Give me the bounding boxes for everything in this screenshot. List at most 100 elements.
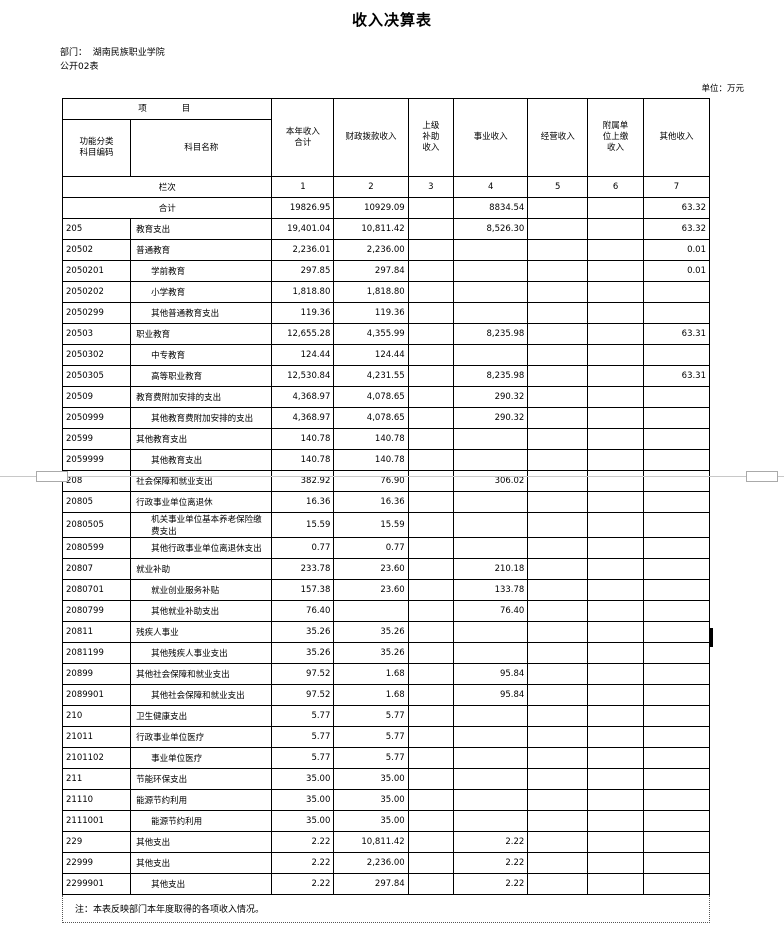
row-subject-name: 教育费附加安排的支出 [130,386,273,408]
department-line: 部门： 湖南民族职业学院 [60,46,784,60]
row-value-1: 124.44 [271,344,335,366]
row-value-3 [407,726,455,748]
row-value-6 [587,621,644,643]
row-value-4: 2.22 [453,831,529,853]
table-row: 20503 职业教育 12,655.28 4,355.99 8,235.98 63.31 [61,323,711,345]
row-value-1: 35.00 [271,768,335,790]
row-value-4: 2.22 [453,852,529,874]
row-value-6 [587,302,644,324]
total-value-1: 19826.95 [271,197,335,219]
table-row: 21110 能源节约利用 35.00 35.00 [61,789,711,811]
row-value-1: 4,368.97 [271,386,335,408]
row-value-7 [642,449,711,471]
row-value-1: 157.38 [271,579,335,601]
row-value-7 [642,747,711,769]
row-value-5 [527,621,589,643]
row-value-7: 63.32 [642,218,711,240]
row-value-4 [453,621,529,643]
row-value-6 [587,407,644,429]
row-value-7 [642,768,711,790]
row-value-7 [642,684,711,706]
row-value-5 [527,491,589,513]
table-footnote: 注：本表反映部门本年度取得的各项收入情况。 [62,895,710,923]
table-row: 2080505 机关事业单位基本养老保险缴费支出 15.59 15.59 [61,512,711,538]
row-value-3 [407,281,455,303]
row-value-7 [642,873,711,895]
row-code: 2081199 [61,642,132,664]
row-value-7 [642,831,711,853]
table-row: 2111001 能源节约利用 35.00 35.00 [61,810,711,832]
column-index-4: 4 [453,176,529,198]
row-subject-name: 其他行政事业单位离退休支出 [130,537,273,559]
row-code: 20899 [61,663,132,685]
row-value-2: 124.44 [333,344,409,366]
header-col-3: 上级 补助 收入 [407,98,455,177]
row-value-1: 382.92 [271,470,335,492]
row-value-4: 95.84 [453,684,529,706]
row-value-1: 119.36 [271,302,335,324]
row-value-5 [527,705,589,727]
row-code: 20807 [61,558,132,580]
row-value-5 [527,873,589,895]
row-value-7 [642,579,711,601]
row-value-7 [642,810,711,832]
table-row: 229 其他支出 2.22 10,811.42 2.22 [61,831,711,853]
row-subject-name: 其他支出 [130,831,273,853]
row-value-3 [407,810,455,832]
form-number: 公开02表 [60,62,99,72]
page-edge-tick-mark [709,628,713,647]
row-subject-name: 其他残疾人事业支出 [130,642,273,664]
row-code: 2050299 [61,302,132,324]
total-row: 合计 19826.95 10929.09 8834.54 63.32 [61,197,711,219]
row-value-1: 12,530.84 [271,365,335,387]
row-value-1: 140.78 [271,449,335,471]
row-value-1: 16.36 [271,491,335,513]
page-break-marker-right [746,471,778,482]
row-value-4 [453,281,529,303]
row-subject-name: 节能环保支出 [130,768,273,790]
row-code: 22999 [61,852,132,874]
row-value-2: 35.26 [333,621,409,643]
row-value-2: 35.00 [333,810,409,832]
row-value-7 [642,428,711,450]
row-value-1: 5.77 [271,747,335,769]
row-value-7 [642,344,711,366]
total-value-4: 8834.54 [453,197,529,219]
row-value-6 [587,705,644,727]
row-value-2: 5.77 [333,747,409,769]
row-value-5 [527,663,589,685]
row-code: 21011 [61,726,132,748]
header-col-5: 经营收入 [527,98,589,177]
row-value-6 [587,579,644,601]
table-row: 2080799 其他就业补助支出 76.40 76.40 [61,600,711,622]
table-row: 20811 残疾人事业 35.26 35.26 [61,621,711,643]
row-value-4 [453,747,529,769]
row-value-7: 63.31 [642,323,711,345]
row-code: 20811 [61,621,132,643]
row-value-3 [407,831,455,853]
row-value-5 [527,407,589,429]
row-value-6 [587,789,644,811]
row-value-2: 297.84 [333,260,409,282]
row-value-6 [587,386,644,408]
row-code: 2080701 [61,579,132,601]
row-subject-name: 其他社会保障和就业支出 [130,663,273,685]
row-value-7 [642,386,711,408]
row-value-5 [527,260,589,282]
row-value-5 [527,642,589,664]
row-value-3 [407,218,455,240]
row-value-4 [453,512,529,538]
row-value-2: 1,818.80 [333,281,409,303]
row-value-4 [453,705,529,727]
row-subject-name: 能源节约利用 [130,810,273,832]
row-value-7 [642,512,711,538]
table-header: 项 目 本年收入 合计 财政拨款收入 上级 补助 收入 事业收入 经营收入 附属… [61,98,711,219]
row-value-3 [407,642,455,664]
table-row: 22999 其他支出 2.22 2,236.00 2.22 [61,852,711,874]
row-value-6 [587,726,644,748]
header-row-subcols: 功能分类 科目编码 科目名称 [61,119,710,177]
row-value-3 [407,684,455,706]
row-value-5 [527,684,589,706]
unit-note: 单位：万元 [701,84,744,94]
